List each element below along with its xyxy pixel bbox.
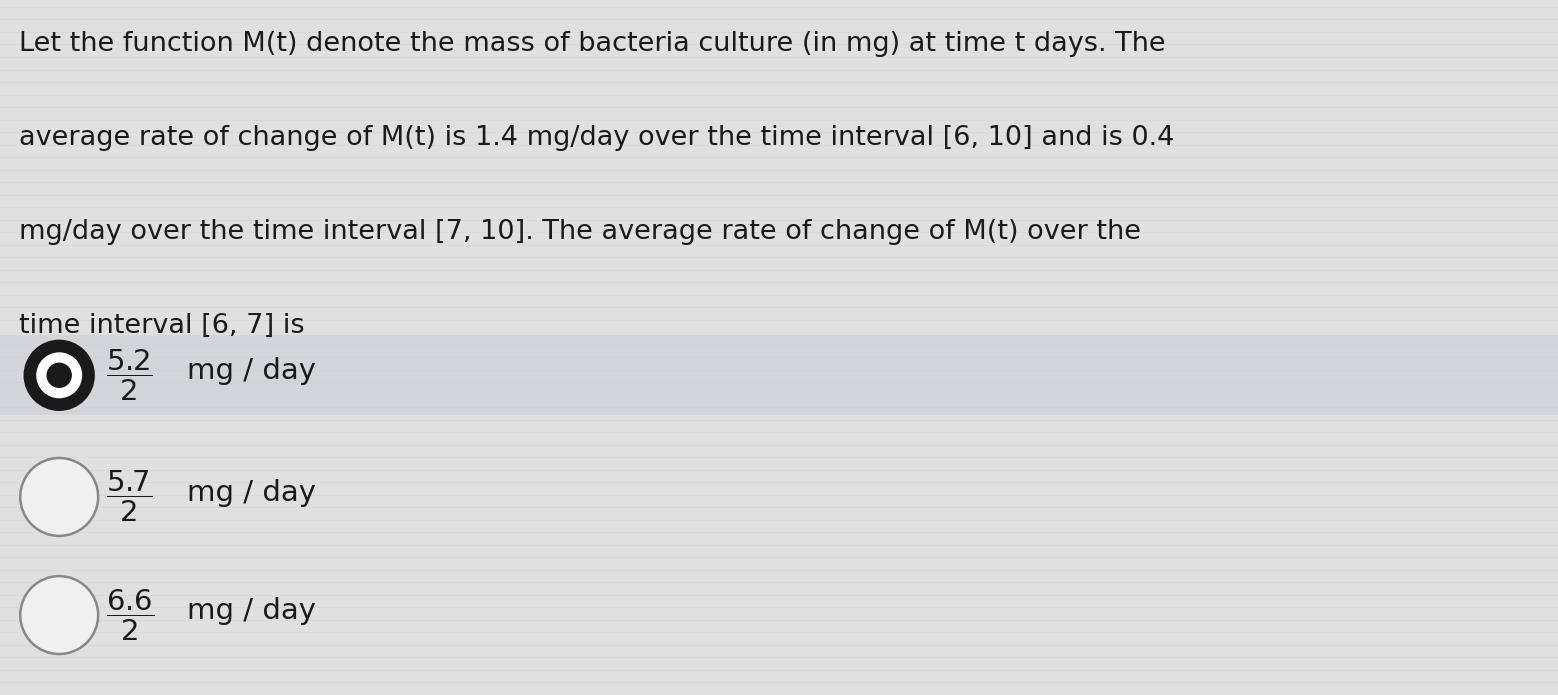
Ellipse shape [37,353,81,398]
Text: mg/day over the time interval [7, 10]. The average rate of change of M(t) over t: mg/day over the time interval [7, 10]. T… [19,219,1140,245]
Text: mg / day: mg / day [187,597,316,625]
Text: mg / day: mg / day [187,479,316,507]
FancyBboxPatch shape [0,335,1558,415]
Text: $\dfrac{5.2}{2}$: $\dfrac{5.2}{2}$ [106,348,153,403]
Text: $\dfrac{6.6}{2}$: $\dfrac{6.6}{2}$ [106,587,154,643]
Text: mg / day: mg / day [187,357,316,385]
Ellipse shape [20,576,98,654]
Ellipse shape [47,363,72,387]
Text: $\dfrac{5.7}{2}$: $\dfrac{5.7}{2}$ [106,469,153,525]
Ellipse shape [20,458,98,536]
Text: average rate of change of M(t) is 1.4 mg/day over the time interval [6, 10] and : average rate of change of M(t) is 1.4 mg… [19,125,1175,151]
Text: time interval [6, 7] is: time interval [6, 7] is [19,313,304,338]
Text: Let the function M(t) denote the mass of bacteria culture (in mg) at time t days: Let the function M(t) denote the mass of… [19,31,1165,57]
Ellipse shape [25,341,93,409]
